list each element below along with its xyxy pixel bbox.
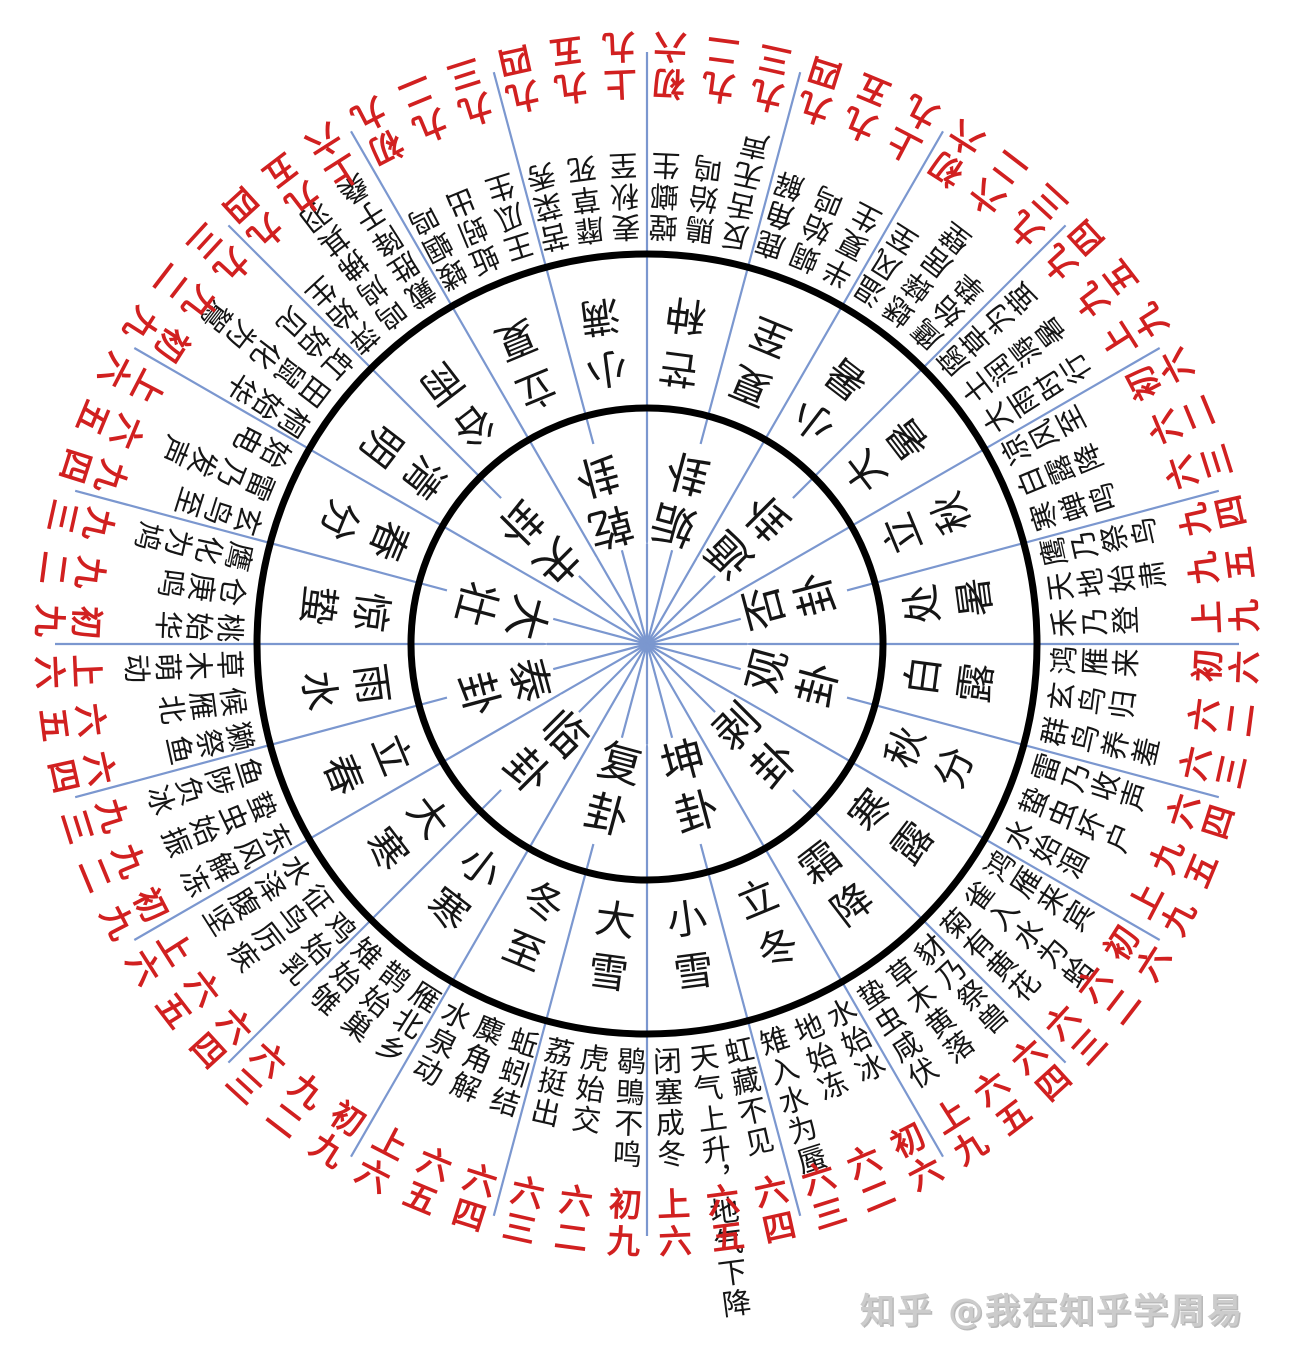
- yao-label: 上六: [651, 1186, 694, 1263]
- yao-label: 六二: [546, 1180, 596, 1260]
- yao-label: 六五: [31, 695, 111, 744]
- pentad-label: 螳螂生: [647, 148, 686, 244]
- pentad-label: 闭塞成冬: [648, 1044, 688, 1171]
- yao-label: 初九: [600, 1186, 643, 1263]
- yao-label: 上九: [600, 25, 643, 102]
- yao-label: 九五: [546, 28, 596, 108]
- yao-label: 九二: [31, 543, 111, 593]
- yao-label: 初六: [1189, 648, 1266, 691]
- spoke-line: [646, 643, 944, 1158]
- spoke-line: [646, 130, 944, 645]
- pentad-label: 禾乃登: [1047, 604, 1143, 643]
- yao-label: 上九: [1189, 597, 1266, 640]
- yao-label: 九五: [1183, 543, 1263, 593]
- spoke-line: [133, 643, 648, 941]
- spoke-line: [133, 347, 648, 645]
- spoke-line: [646, 643, 1161, 941]
- spoke-line: [350, 643, 648, 1158]
- pentad-label: 鸿雁来: [1047, 644, 1143, 683]
- yao-label: 九二: [698, 28, 747, 108]
- watermark: 知乎 @我在知乎学周易: [860, 1292, 1245, 1332]
- yao-label: 六五: [698, 1180, 747, 1260]
- yao-label: 六二: [1183, 695, 1263, 744]
- inner-hexagram-circle: [407, 404, 887, 884]
- yao-label: 上六: [28, 648, 105, 691]
- solar-term-circle: [253, 250, 1041, 1038]
- pentad-label: 麦秋至: [607, 148, 646, 244]
- yao-label: 初九: [28, 597, 105, 640]
- yao-label: 初六: [651, 25, 694, 102]
- pentad-label: 鹖鴠不鸣: [607, 1044, 647, 1171]
- pentad-label: 草木萌动: [120, 645, 247, 685]
- spoke-line: [646, 347, 1161, 645]
- spoke-line: [350, 130, 648, 645]
- pentad-label: 桃始华: [151, 605, 247, 644]
